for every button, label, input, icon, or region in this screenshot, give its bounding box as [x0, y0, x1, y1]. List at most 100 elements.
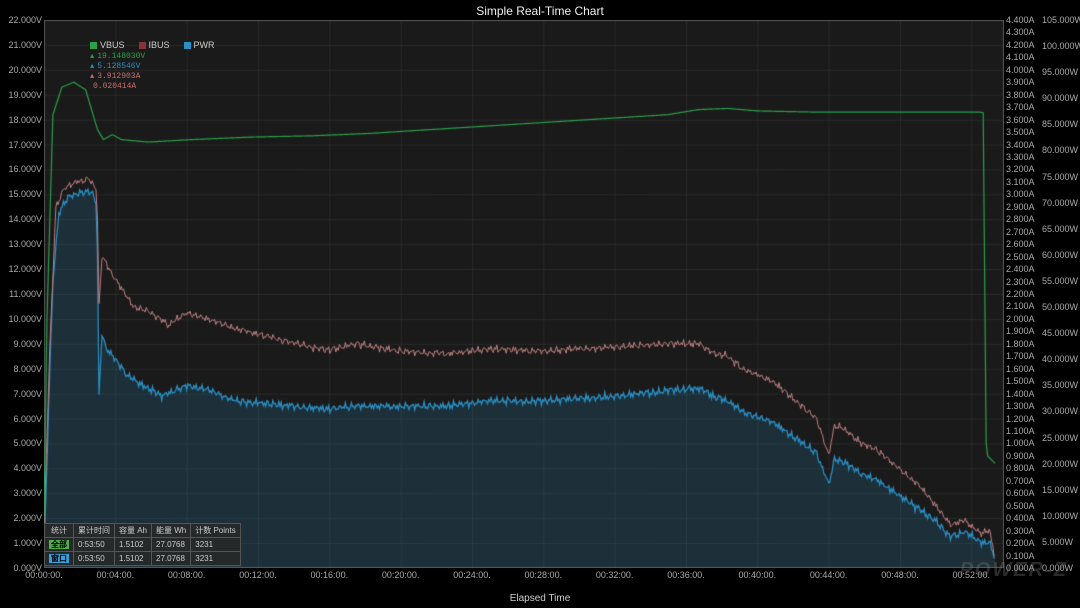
y-right1-tick: 1.900A: [1006, 326, 1042, 336]
x-tick: 00:24:00.: [453, 570, 491, 580]
y-right1-tick: 1.400A: [1006, 389, 1042, 399]
stats-header: 计数 Points: [191, 524, 240, 538]
y-right1-tick: 0.700A: [1006, 476, 1042, 486]
y-left-tick: 19.000V: [2, 90, 42, 100]
y-right2-tick: 95.000W: [1042, 67, 1080, 77]
y-left-tick: 8.000V: [2, 364, 42, 374]
stats-row-tag: 全部: [49, 540, 69, 549]
stats-header: 容量 Ah: [115, 524, 152, 538]
y-right1-tick: 4.300A: [1006, 27, 1042, 37]
stats-cell: 3231: [191, 538, 240, 552]
y-right1-tick: 2.700A: [1006, 227, 1042, 237]
stats-header: 累计时间: [74, 524, 115, 538]
x-tick: 00:40:00.: [739, 570, 777, 580]
y-right2-tick: 105.000W: [1042, 15, 1080, 25]
y-right2-tick: 10.000W: [1042, 511, 1080, 521]
y-left-tick: 2.000V: [2, 513, 42, 523]
y-right1-tick: 1.100A: [1006, 426, 1042, 436]
readout-value: 19.148030V: [97, 52, 145, 62]
y-right1-tick: 1.000A: [1006, 438, 1042, 448]
y-right1-tick: 2.100A: [1006, 301, 1042, 311]
y-right1-tick: 1.700A: [1006, 351, 1042, 361]
y-right2-tick: 15.000W: [1042, 485, 1080, 495]
y-right2-tick: 20.000W: [1042, 459, 1080, 469]
y-right1-tick: 3.800A: [1006, 90, 1042, 100]
y-right1-tick: 0.200A: [1006, 538, 1042, 548]
y-left-tick: 15.000V: [2, 189, 42, 199]
y-left-tick: 3.000V: [2, 488, 42, 498]
y-left-tick: 1.000V: [2, 538, 42, 548]
y-right1-tick: 0.400A: [1006, 513, 1042, 523]
y-left-tick: 20.000V: [2, 65, 42, 75]
stats-cell: 27.0768: [152, 552, 191, 566]
y-right2-tick: 55.000W: [1042, 276, 1080, 286]
y-right2-tick: 90.000W: [1042, 93, 1080, 103]
y-right2-tick: 30.000W: [1042, 406, 1080, 416]
readout-value: 5.128546V: [97, 62, 140, 72]
y-right1-tick: 0.300A: [1006, 526, 1042, 536]
y-right1-tick: 3.200A: [1006, 164, 1042, 174]
legend-swatch: [184, 42, 191, 49]
y-right1-tick: 1.300A: [1006, 401, 1042, 411]
x-tick: 00:20:00.: [382, 570, 420, 580]
y-left-tick: 11.000V: [2, 289, 42, 299]
y-right1-tick: 3.600A: [1006, 115, 1042, 125]
x-tick: 00:48:00.: [881, 570, 919, 580]
y-right2-tick: 75.000W: [1042, 172, 1080, 182]
legend-swatch: [90, 42, 97, 49]
stats-row-tag: 窗口: [49, 554, 69, 563]
y-right2-tick: 5.000W: [1042, 537, 1080, 547]
y-left-tick: 6.000V: [2, 414, 42, 424]
y-right1-tick: 2.900A: [1006, 202, 1042, 212]
y-left-tick: 10.000V: [2, 314, 42, 324]
y-right2-tick: 65.000W: [1042, 224, 1080, 234]
y-right1-tick: 2.800A: [1006, 214, 1042, 224]
y-right1-tick: 2.300A: [1006, 277, 1042, 287]
y-right1-tick: 2.600A: [1006, 239, 1042, 249]
readout-indicator: ▲: [90, 52, 94, 62]
y-left-tick: 9.000V: [2, 339, 42, 349]
y-right1-tick: 0.500A: [1006, 501, 1042, 511]
legend-swatch: [139, 42, 146, 49]
y-right1-tick: 4.200A: [1006, 40, 1042, 50]
y-left-tick: 18.000V: [2, 115, 42, 125]
readout-indicator: ▲: [90, 72, 94, 82]
y-right1-tick: 4.400A: [1006, 15, 1042, 25]
y-left-tick: 4.000V: [2, 463, 42, 473]
x-axis-title: Elapsed Time: [0, 593, 1080, 604]
stats-header: 能量 Wh: [152, 524, 191, 538]
y-right1-tick: 1.500A: [1006, 376, 1042, 386]
y-right1-tick: 2.400A: [1006, 264, 1042, 274]
readout-value: 0.020414A: [93, 82, 136, 92]
y-left-tick: 21.000V: [2, 40, 42, 50]
chart-title: Simple Real-Time Chart: [0, 4, 1080, 18]
stats-cell: 3231: [191, 552, 240, 566]
x-tick: 00:16:00.: [311, 570, 349, 580]
stats-cell: 0:53:50: [74, 538, 115, 552]
y-left-tick: 5.000V: [2, 438, 42, 448]
stats-table: 统计累计时间容量 Ah能量 Wh计数 Points 全部0:53:501.510…: [44, 523, 241, 566]
y-right1-tick: 3.000A: [1006, 189, 1042, 199]
y-right1-tick: 3.100A: [1006, 177, 1042, 187]
plot-area: VBUSIBUSPWR ▲19.148030V▲5.128546V▲3.9129…: [44, 20, 1004, 568]
y-right2-tick: 80.000W: [1042, 145, 1080, 155]
y-left-tick: 12.000V: [2, 264, 42, 274]
y-right1-tick: 4.100A: [1006, 52, 1042, 62]
y-right1-tick: 3.500A: [1006, 127, 1042, 137]
stats-cell: 0:53:50: [74, 552, 115, 566]
legend-label: IBUS: [149, 40, 170, 50]
y-right1-tick: 1.600A: [1006, 364, 1042, 374]
stats-cell: 27.0768: [152, 538, 191, 552]
y-right1-tick: 2.200A: [1006, 289, 1042, 299]
y-right1-tick: 3.900A: [1006, 77, 1042, 87]
y-right2-tick: 35.000W: [1042, 380, 1080, 390]
x-tick: 00:28:00.: [525, 570, 563, 580]
readout-indicator: ▲: [90, 62, 94, 72]
x-tick: 00:00:00.: [25, 570, 63, 580]
y-left-tick: 22.000V: [2, 15, 42, 25]
y-right1-tick: 0.900A: [1006, 451, 1042, 461]
y-right1-tick: 0.800A: [1006, 463, 1042, 473]
y-left-tick: 7.000V: [2, 389, 42, 399]
y-right1-tick: 3.700A: [1006, 102, 1042, 112]
y-right1-tick: 1.800A: [1006, 339, 1042, 349]
